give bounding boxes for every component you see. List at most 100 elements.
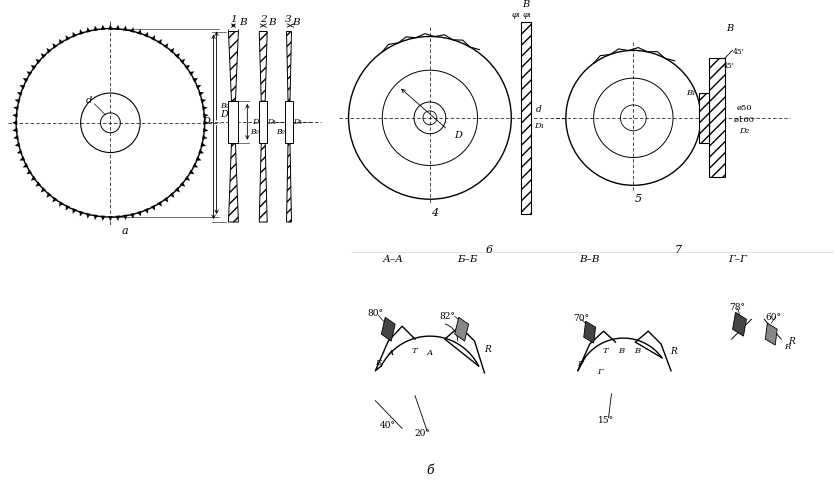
Polygon shape — [137, 29, 141, 35]
Polygon shape — [192, 78, 197, 83]
Polygon shape — [27, 71, 32, 76]
Polygon shape — [259, 101, 267, 142]
Text: А: А — [426, 349, 432, 357]
Polygon shape — [175, 53, 180, 58]
Text: 5: 5 — [634, 194, 641, 204]
Polygon shape — [73, 32, 77, 38]
Polygon shape — [228, 101, 238, 142]
Polygon shape — [23, 78, 28, 83]
Text: В: В — [634, 347, 640, 355]
Polygon shape — [196, 156, 201, 160]
Polygon shape — [94, 26, 98, 31]
Polygon shape — [169, 48, 174, 53]
Polygon shape — [19, 85, 25, 89]
Polygon shape — [259, 142, 267, 222]
Polygon shape — [175, 187, 180, 192]
Text: Б–Б: Б–Б — [456, 255, 477, 264]
Polygon shape — [36, 182, 41, 186]
Polygon shape — [189, 71, 194, 76]
Polygon shape — [203, 114, 208, 118]
Text: d: d — [85, 97, 92, 105]
Text: R: R — [669, 346, 675, 355]
Text: 4: 4 — [431, 208, 438, 218]
Text: 60°: 60° — [764, 313, 780, 322]
Polygon shape — [59, 39, 64, 44]
Text: 1: 1 — [230, 15, 237, 24]
Polygon shape — [228, 142, 238, 222]
Polygon shape — [163, 197, 168, 202]
Polygon shape — [764, 323, 777, 345]
Polygon shape — [708, 58, 724, 177]
Polygon shape — [108, 216, 113, 221]
Polygon shape — [137, 211, 141, 216]
Polygon shape — [13, 106, 18, 111]
Polygon shape — [66, 35, 70, 41]
Polygon shape — [13, 128, 18, 132]
Polygon shape — [41, 187, 46, 192]
Polygon shape — [101, 215, 105, 221]
Text: D: D — [221, 110, 228, 119]
Text: R: R — [483, 344, 490, 354]
Text: 15°: 15° — [597, 416, 613, 425]
Polygon shape — [66, 205, 70, 210]
Text: Б: Б — [375, 359, 381, 367]
Text: d: d — [536, 105, 541, 114]
Polygon shape — [15, 142, 20, 147]
Polygon shape — [259, 31, 267, 101]
Polygon shape — [198, 150, 204, 154]
Text: B: B — [522, 0, 529, 9]
Text: ø160: ø160 — [733, 116, 754, 124]
Text: В–В: В–В — [579, 255, 599, 264]
Text: 40°: 40° — [380, 421, 395, 430]
Polygon shape — [180, 182, 185, 186]
Polygon shape — [123, 26, 127, 31]
Polygon shape — [23, 163, 28, 168]
Polygon shape — [115, 25, 120, 30]
Polygon shape — [184, 176, 190, 181]
Text: B: B — [239, 18, 247, 27]
Polygon shape — [130, 213, 134, 218]
Text: D: D — [453, 131, 461, 140]
Text: 20°: 20° — [414, 429, 430, 438]
Polygon shape — [203, 121, 208, 125]
Text: D₁: D₁ — [252, 118, 262, 126]
Text: 45': 45' — [721, 62, 734, 70]
Polygon shape — [163, 43, 168, 49]
Text: B₀: B₀ — [275, 128, 284, 136]
Polygon shape — [17, 92, 23, 96]
Polygon shape — [150, 205, 155, 210]
Text: D₂: D₂ — [738, 127, 748, 135]
Text: 6: 6 — [486, 245, 492, 255]
Polygon shape — [15, 99, 20, 103]
Text: D₁: D₁ — [533, 122, 543, 130]
Polygon shape — [47, 48, 52, 53]
Text: 82°: 82° — [439, 312, 455, 321]
Polygon shape — [94, 214, 98, 220]
Text: ø50: ø50 — [736, 104, 752, 112]
Polygon shape — [31, 176, 36, 181]
Polygon shape — [198, 92, 204, 96]
Polygon shape — [13, 114, 18, 118]
Polygon shape — [285, 101, 293, 142]
Polygon shape — [381, 317, 395, 341]
Polygon shape — [202, 106, 207, 111]
Polygon shape — [79, 211, 84, 216]
Text: А: А — [386, 349, 393, 357]
Polygon shape — [184, 65, 190, 70]
Polygon shape — [196, 85, 201, 89]
Polygon shape — [157, 39, 161, 44]
Text: R: R — [787, 337, 793, 346]
Polygon shape — [31, 65, 36, 70]
Polygon shape — [108, 25, 113, 29]
Text: В: В — [618, 347, 624, 355]
Polygon shape — [202, 135, 207, 140]
Text: B: B — [725, 24, 732, 33]
Polygon shape — [13, 135, 18, 140]
Polygon shape — [41, 53, 46, 58]
Text: B: B — [292, 18, 299, 27]
Polygon shape — [698, 93, 708, 142]
Polygon shape — [27, 170, 32, 174]
Text: Г–Г: Г–Г — [727, 255, 746, 264]
Polygon shape — [286, 142, 291, 222]
Polygon shape — [228, 31, 238, 101]
